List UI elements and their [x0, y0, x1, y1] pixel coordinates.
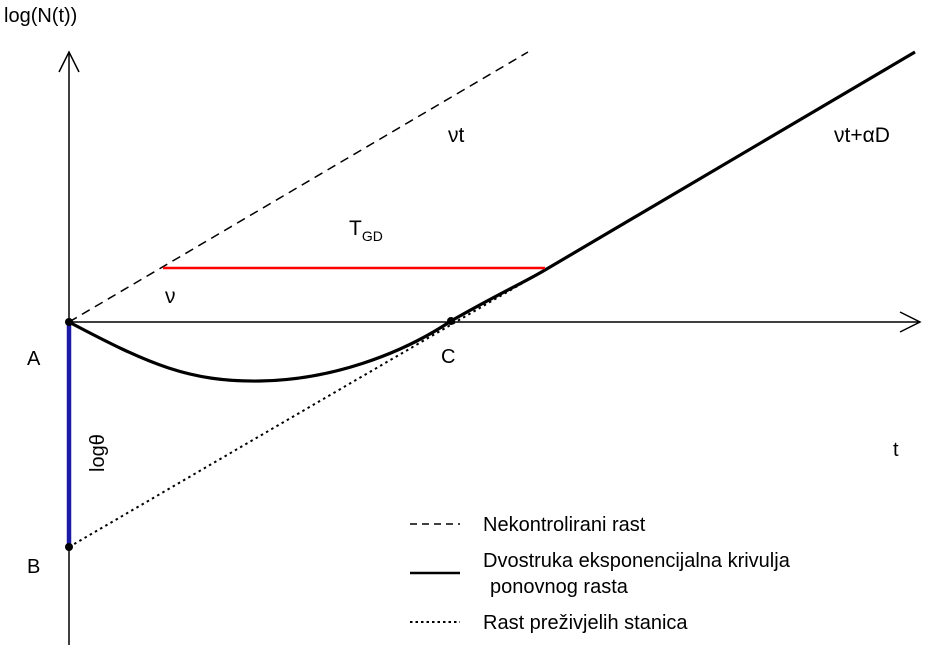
x-axis-arrowhead: [899, 311, 922, 333]
legend-solid-label-line1: Dvostruka eksponencijalna krivulja: [483, 550, 791, 572]
legend: Nekontrolirani rast Dvostruka eksponenci…: [410, 514, 791, 634]
legend-dotted-label: Rast preživjelih stanica: [483, 612, 688, 634]
growth-delay-sub: GD: [362, 228, 383, 244]
point-b-label: B: [27, 556, 40, 578]
point-c-label: C: [441, 346, 455, 368]
y-axis-label: log(N(t)): [4, 5, 77, 27]
legend-solid-label-line2: ponovnog rasta: [490, 576, 629, 598]
point-c-marker: [447, 317, 455, 325]
regrowth-label: νt+αD: [834, 124, 890, 147]
growth-delay-main: T: [349, 217, 362, 240]
point-b-marker: [65, 543, 73, 551]
y-axis-arrowhead: [58, 50, 80, 73]
point-a-marker: [65, 318, 73, 326]
uncontrolled-growth-line: [68, 51, 529, 323]
regrowth-curve: [68, 50, 916, 383]
point-a-label: A: [27, 348, 41, 370]
survivor-growth-line: [68, 269, 546, 548]
slope-label: ν: [165, 285, 176, 308]
uncontrolled-label: νt: [448, 124, 465, 147]
log-theta-label: logθ: [87, 434, 109, 472]
x-axis-label: t: [893, 439, 899, 461]
legend-dashed-label: Nekontrolirani rast: [483, 514, 646, 536]
growth-delay-label: TGD: [349, 217, 383, 244]
